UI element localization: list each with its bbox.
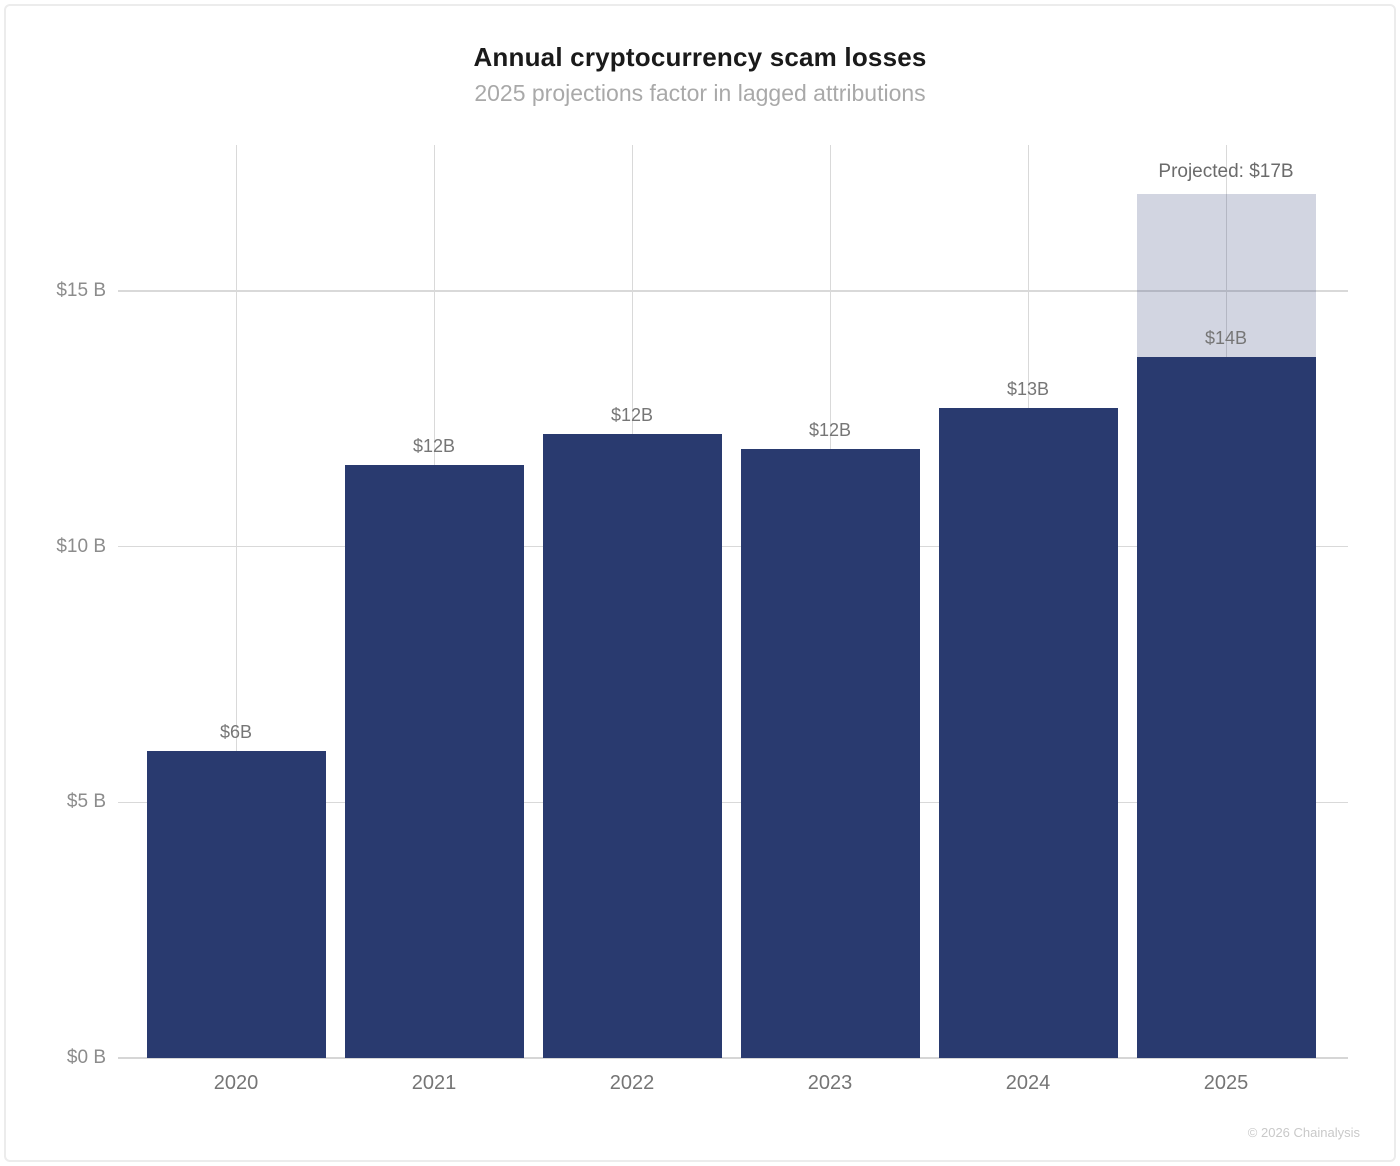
chart-subtitle: 2025 projections factor in lagged attrib… [474, 80, 926, 106]
source-attribution: © 2026 Chainalysis [1247, 1125, 1360, 1140]
x-axis-label-2020: 2020 [213, 1072, 259, 1094]
bar-value-label-2023: $12B [808, 420, 852, 441]
x-axis-label-2023: 2023 [807, 1072, 853, 1094]
y-axis-tick-label: $0 B [66, 1047, 106, 1068]
bar-value-label-2021: $12B [412, 435, 456, 456]
bar-2022 [542, 433, 722, 1058]
bar-2025 [1136, 357, 1316, 1058]
bar-value-label-2025: $14B [1204, 328, 1248, 349]
y-axis-tick-label: $10 B [56, 535, 106, 557]
gridline-5b [118, 801, 1348, 803]
x-axis-label-2024: 2024 [1005, 1072, 1051, 1094]
x-axis-label-2021: 2021 [411, 1072, 457, 1094]
plot-area: $0 B $5 B $10 B $15 B $6B 2020 $12B 2021 $12B 202… [56, 145, 1348, 1094]
chart-title: Annual cryptocurrency scam losses [473, 42, 927, 72]
projected-value-label: Projected: $17B [1158, 160, 1294, 182]
x-axis-label-2025: 2025 [1203, 1072, 1249, 1094]
y-axis-tick-label: $15 B [56, 279, 106, 301]
y-axis-tick-label: $5 B [66, 791, 106, 813]
bar-2021 [344, 464, 524, 1058]
bar-value-label-2022: $12B [610, 404, 654, 425]
bar-2023 [740, 449, 920, 1058]
bar-2020 [146, 751, 326, 1058]
bar-value-label-2020: $6B [219, 722, 253, 743]
gridline-vertical-2020 [235, 145, 237, 1058]
bar-value-label-2024: $13B [1006, 379, 1050, 400]
x-axis-baseline [118, 1057, 1348, 1059]
x-axis-label-2022: 2022 [609, 1072, 655, 1094]
gridline-15b [118, 290, 1348, 292]
bar-2025-projected-segment [1136, 193, 1316, 358]
gridline-10b [118, 545, 1348, 548]
bar-2024 [938, 408, 1118, 1058]
